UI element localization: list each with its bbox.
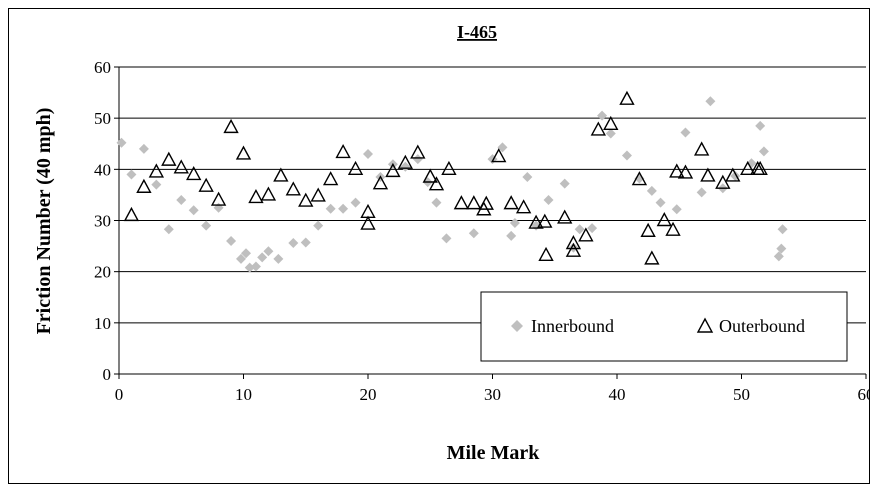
x-tick-label: 50 xyxy=(733,385,750,404)
x-tick-label: 20 xyxy=(360,385,377,404)
legend-outerbound-label: Outerbound xyxy=(719,316,805,336)
x-axis-label: Mile Mark xyxy=(447,442,541,464)
legend-innerbound-label: Innerbound xyxy=(531,316,614,336)
x-tick-label: 60 xyxy=(858,385,870,404)
x-axis-ticks: 0 10 20 30 40 50 60 xyxy=(115,374,869,404)
y-tick-label: 60 xyxy=(94,58,111,77)
x-tick-label: 40 xyxy=(609,385,626,404)
y-tick-label: 40 xyxy=(94,160,111,179)
x-tick-label: 0 xyxy=(115,385,124,404)
y-tick-label: 50 xyxy=(94,109,111,128)
y-tick-label: 0 xyxy=(103,365,112,384)
chart-frame: I-465 0 10 20 30 40 50 60 0 10 20 30 40 50 60 Mile M… xyxy=(8,8,870,484)
legend: Innerbound Outerbound xyxy=(481,292,847,361)
scatter-chart: I-465 0 10 20 30 40 50 60 0 10 20 30 40 50 60 Mile M… xyxy=(9,9,869,483)
x-tick-label: 10 xyxy=(235,385,252,404)
y-tick-label: 20 xyxy=(94,263,111,282)
y-tick-label: 10 xyxy=(94,314,111,333)
x-tick-label: 30 xyxy=(484,385,501,404)
y-tick-label: 30 xyxy=(94,212,111,231)
y-axis-ticks: 0 10 20 30 40 50 60 xyxy=(94,58,119,384)
y-axis-label: Friction Number (40 mph) xyxy=(33,108,55,335)
chart-title: I-465 xyxy=(457,22,497,42)
